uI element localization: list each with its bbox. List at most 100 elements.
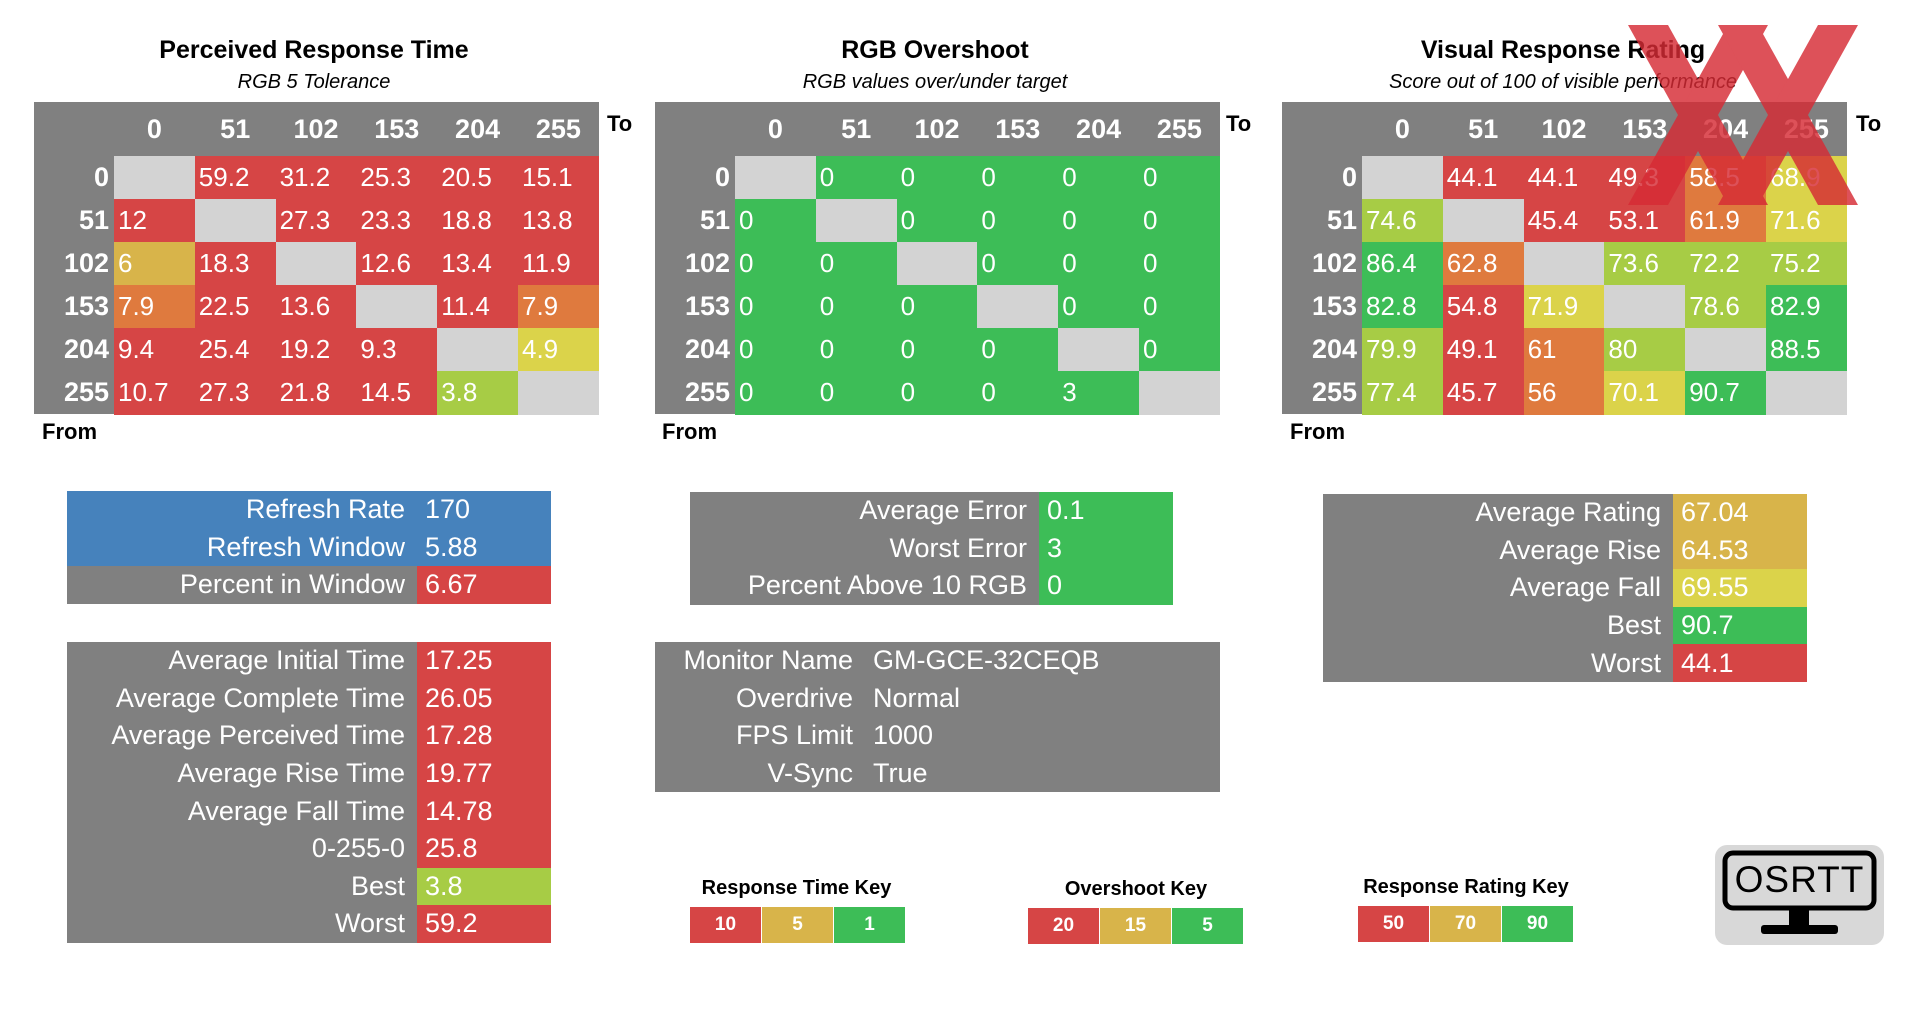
heatmap-cell: 14.5 <box>356 371 438 415</box>
stat-label: 0-255-0 <box>67 830 417 868</box>
heatmap-cell: 74.6 <box>1362 199 1444 243</box>
heatmap-cell: 0 <box>896 199 978 243</box>
heatmap-cell: 13.4 <box>437 242 519 286</box>
watermark-logo <box>1628 25 1858 205</box>
stat-label: Average Rating <box>1323 494 1673 532</box>
heatmap-cell: 0 <box>977 242 1059 286</box>
row-header: 51 <box>1326 205 1357 235</box>
heatmap-cell: 10.7 <box>114 371 196 415</box>
stat-label: Average Rise Time <box>67 754 417 793</box>
heatmap-cell: 45.4 <box>1523 199 1605 243</box>
stat-label: Average Initial Time <box>67 642 417 680</box>
heatmap-empty-cell <box>896 242 978 286</box>
heatmap-3-to-label: To <box>1856 111 1882 136</box>
heatmap-2-grid: 0 51 102 153 204 255 0 0 0 0 0 0 51 0 0 0 0 0 102 0 0 0 0 0 153 0… <box>655 102 1221 415</box>
row-header: 204 <box>1311 334 1357 364</box>
heatmap-cell: 79.9 <box>1362 328 1444 372</box>
heatmap-cell: 0 <box>1139 199 1221 243</box>
heatmap-cell: 82.8 <box>1362 285 1444 329</box>
stat-label: Overdrive <box>655 679 865 718</box>
column-header: 255 <box>1156 113 1202 144</box>
heatmap-cell: 0 <box>896 328 978 372</box>
column-header: 255 <box>535 113 581 144</box>
column-header: 51 <box>841 113 872 144</box>
row-header: 255 <box>63 377 109 407</box>
heatmap-cell: 20.5 <box>437 156 519 200</box>
column-header: 51 <box>220 113 251 144</box>
heatmap-empty-cell <box>977 285 1059 329</box>
heatmap-2-from-label: From <box>662 419 717 444</box>
stat-label: Worst <box>1323 644 1673 682</box>
heatmap-cell: 59.2 <box>194 156 277 200</box>
heatmap-empty-cell <box>1685 328 1767 372</box>
stat-row: Average Complete Time 26.05 <box>67 679 551 718</box>
row-header: 255 <box>1311 377 1357 407</box>
heatmap-cell: 71.9 <box>1523 285 1605 329</box>
column-header: 0 <box>1394 113 1410 144</box>
column-header: 153 <box>1622 113 1668 144</box>
stat-label: Average Fall Time <box>67 792 417 830</box>
heatmap-empty-cell <box>1442 199 1525 243</box>
heatmap-cell: 61.9 <box>1685 199 1767 243</box>
stat-row: Average Rating 67.04 <box>1323 494 1807 532</box>
row-header: 153 <box>684 291 730 321</box>
stat-label: Percent in Window <box>67 566 417 604</box>
stat-row: Worst 59.2 <box>67 905 551 943</box>
heatmap-1-grid: 0 51 102 153 204 255 0 59.2 31.2 25.3 20.5 15.1 51 12… <box>34 102 600 415</box>
osrtt-logo: OSRTT <box>1715 845 1884 945</box>
column-header: 51 <box>1468 113 1499 144</box>
row-header: 0 <box>93 162 109 192</box>
column-header: 0 <box>767 113 783 144</box>
key-swatch: 20 <box>1028 908 1099 944</box>
heatmap-cell: 15.1 <box>518 156 600 200</box>
key-swatch: 5 <box>762 907 833 943</box>
heatmap-3-from-label: From <box>1290 419 1345 444</box>
stat-row: FPS Limit 1000 <box>655 717 1220 755</box>
stat-value: 64.53 <box>1673 531 1807 570</box>
heatmap-cell: 82.9 <box>1766 285 1848 329</box>
stat-label: Average Error <box>690 492 1039 530</box>
heatmap-cell: 0 <box>735 242 817 286</box>
heatmap-empty-cell <box>815 199 898 243</box>
overshoot-key-title: Overshoot Key <box>1064 878 1208 900</box>
heatmap-cell: 0 <box>977 328 1059 372</box>
key-swatch: 50 <box>1358 906 1429 942</box>
stat-row: Worst Error 3 <box>690 529 1173 568</box>
stat-value: True <box>865 754 1220 793</box>
stat-value: 26.05 <box>417 679 551 718</box>
heatmap-cell: 72.2 <box>1685 242 1767 286</box>
stat-row: Best 3.8 <box>67 867 551 906</box>
stat-value: 44.1 <box>1673 644 1807 682</box>
stat-value: 69.55 <box>1673 569 1807 607</box>
heatmap-cell: 88.5 <box>1766 328 1848 372</box>
heatmap-cell: 56 <box>1523 371 1605 415</box>
heatmap-cell: 18.3 <box>194 242 277 286</box>
heatmap-empty-cell <box>114 156 196 200</box>
heatmap-cell: 11.4 <box>437 285 519 329</box>
stat-value: 67.04 <box>1673 494 1807 532</box>
heatmap-cell: 0 <box>1139 156 1221 200</box>
key-swatch: 10 <box>690 907 761 943</box>
heatmap-cell: 0 <box>815 156 898 200</box>
heatmap-cell: 78.6 <box>1685 285 1767 329</box>
heatmap-cell: 44.1 <box>1442 156 1525 200</box>
monitor-icon <box>1722 850 1877 934</box>
heatmap-cell: 62.8 <box>1442 242 1525 286</box>
heatmap-empty-cell <box>1766 371 1848 415</box>
heatmap-empty-cell <box>1139 371 1221 415</box>
heatmap-cell: 3.8 <box>437 371 519 415</box>
heatmap-empty-cell <box>437 328 519 372</box>
heatmap-empty-cell <box>194 199 277 243</box>
heatmap-cell: 27.3 <box>275 199 357 243</box>
stat-label: Monitor Name <box>655 642 865 680</box>
stat-value: 170 <box>417 491 551 529</box>
stat-value: GM-GCE-32CEQB <box>865 642 1220 680</box>
heatmap-2-title: RGB Overshoot <box>841 36 1029 64</box>
heatmap-cell: 0 <box>735 371 817 415</box>
heatmap-cell: 18.8 <box>437 199 519 243</box>
stat-row: 0-255-0 25.8 <box>67 830 551 868</box>
column-header: 204 <box>455 113 501 144</box>
column-header: 153 <box>995 113 1041 144</box>
stat-row: Refresh Window 5.88 <box>67 528 551 567</box>
column-header: 153 <box>374 113 420 144</box>
